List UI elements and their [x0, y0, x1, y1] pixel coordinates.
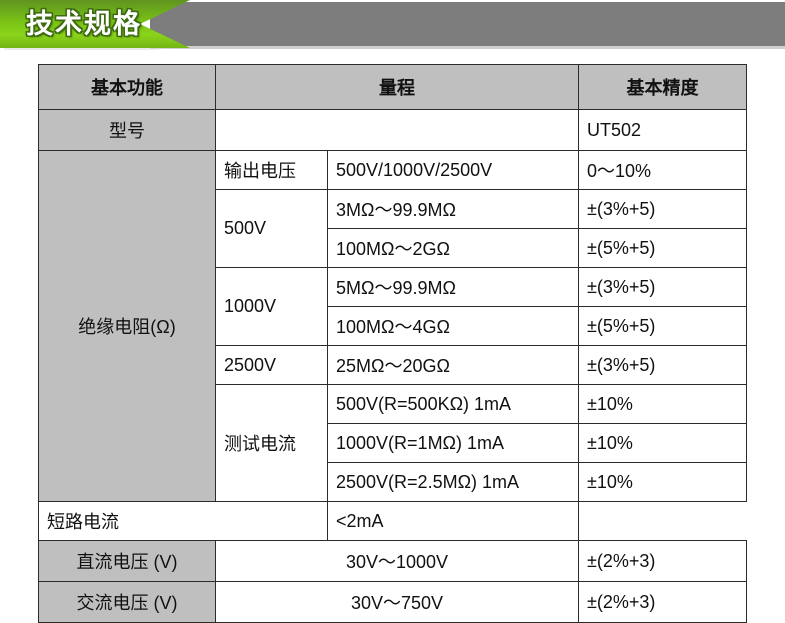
banner-green-shadow [4, 46, 186, 50]
table-header-row: 基本功能 量程 基本精度 [38, 64, 747, 110]
cell-ac-voltage-label: 交流电压 (V) [38, 581, 216, 623]
cell-test-current-accuracy-3: ±10% [578, 462, 747, 502]
cell-output-voltage-accuracy: 0～10% [578, 150, 747, 190]
table-row-short-circuit: 短路电流 <2mA [38, 501, 747, 541]
banner-title: 技术规格 [26, 9, 142, 39]
table-row-1000v-2: 100MΩ～4GΩ ±(5%+5) [39, 306, 747, 346]
cell-500v-accuracy-2: ±(5%+5) [578, 228, 747, 268]
cell-test-current-range-2: 1000V(R=1MΩ) 1mA [327, 423, 579, 463]
header-function: 基本功能 [38, 64, 216, 110]
table-row-ac-voltage: 交流电压 (V) 30V～750V ±(2%+3) [38, 581, 747, 623]
table-row-test-current-2: 1000V(R=1MΩ) 1mA ±10% [39, 423, 747, 463]
cell-1000v-range-1: 5MΩ～99.9MΩ [327, 267, 579, 307]
cell-2500v-sub: 2500V [215, 345, 328, 385]
cell-dc-voltage-label: 直流电压 (V) [38, 540, 216, 582]
cell-1000v-range-2: 100MΩ～4GΩ [327, 306, 579, 346]
section-banner: 技术规格 [0, 0, 785, 50]
cell-500v-range-2: 100MΩ～2GΩ [327, 228, 579, 268]
table-row-test-current-1: 测试电流 500V(R=500KΩ) 1mA ±10% [39, 384, 747, 502]
cell-insulation-label: 绝缘电阻(Ω) [38, 150, 216, 502]
cell-500v-accuracy-1: ±(3%+5) [578, 189, 747, 229]
cell-1000v-accuracy-2: ±(5%+5) [578, 306, 747, 346]
header-accuracy: 基本精度 [578, 64, 747, 110]
cell-dc-voltage-range: 30V～1000V [215, 540, 579, 582]
cell-short-circuit-accuracy: <2mA [327, 501, 579, 541]
spec-table-container: 基本功能 量程 基本精度 型号 UT502 绝缘电阻(Ω) 输出电压 500V/… [38, 64, 747, 623]
table-row-500v-2: 100MΩ～2GΩ ±(5%+5) [39, 228, 747, 268]
cell-500v-sub: 500V [215, 189, 328, 268]
cell-1000v-sub: 1000V [215, 267, 328, 346]
cell-2500v-accuracy: ±(3%+5) [578, 345, 747, 385]
cell-ac-voltage-range: 30V～750V [215, 581, 579, 623]
table-row-2500v: 2500V 25MΩ～20GΩ ±(3%+5) [39, 345, 747, 385]
cell-output-voltage-sub: 输出电压 [215, 150, 328, 190]
cell-ac-voltage-accuracy: ±(2%+3) [578, 581, 747, 623]
cell-1000v-accuracy-1: ±(3%+5) [578, 267, 747, 307]
spec-table: 基本功能 量程 基本精度 型号 UT502 绝缘电阻(Ω) 输出电压 500V/… [38, 64, 747, 623]
cell-2500v-range: 25MΩ～20GΩ [327, 345, 579, 385]
cell-500v-range-1: 3MΩ～99.9MΩ [327, 189, 579, 229]
table-row-output-voltage: 绝缘电阻(Ω) 输出电压 500V/1000V/2500V 0～10% [38, 150, 747, 502]
table-row-1000v-1: 1000V 5MΩ～99.9MΩ ±(3%+5) [39, 267, 747, 346]
cell-output-voltage-range: 500V/1000V/2500V [327, 150, 579, 190]
cell-model-label: 型号 [38, 109, 216, 151]
cell-test-current-sub: 测试电流 [215, 384, 328, 502]
cell-test-current-range-3: 2500V(R=2.5MΩ) 1mA [327, 462, 579, 502]
header-range: 量程 [215, 64, 579, 110]
banner-gray-bar [150, 2, 785, 46]
banner-gray-shadow [150, 46, 785, 49]
table-row-500v-1: 500V 3MΩ～99.9MΩ ±(3%+5) [39, 189, 747, 268]
cell-model-accuracy: UT502 [578, 109, 747, 151]
cell-test-current-accuracy-1: ±10% [578, 384, 747, 424]
table-row-model: 型号 UT502 [38, 109, 747, 151]
cell-model-range [215, 109, 579, 151]
cell-test-current-accuracy-2: ±10% [578, 423, 747, 463]
cell-short-circuit-label: 短路电流 [38, 501, 328, 541]
cell-test-current-range-1: 500V(R=500KΩ) 1mA [327, 384, 579, 424]
table-row-dc-voltage: 直流电压 (V) 30V～1000V ±(2%+3) [38, 540, 747, 582]
cell-dc-voltage-accuracy: ±(2%+3) [578, 540, 747, 582]
